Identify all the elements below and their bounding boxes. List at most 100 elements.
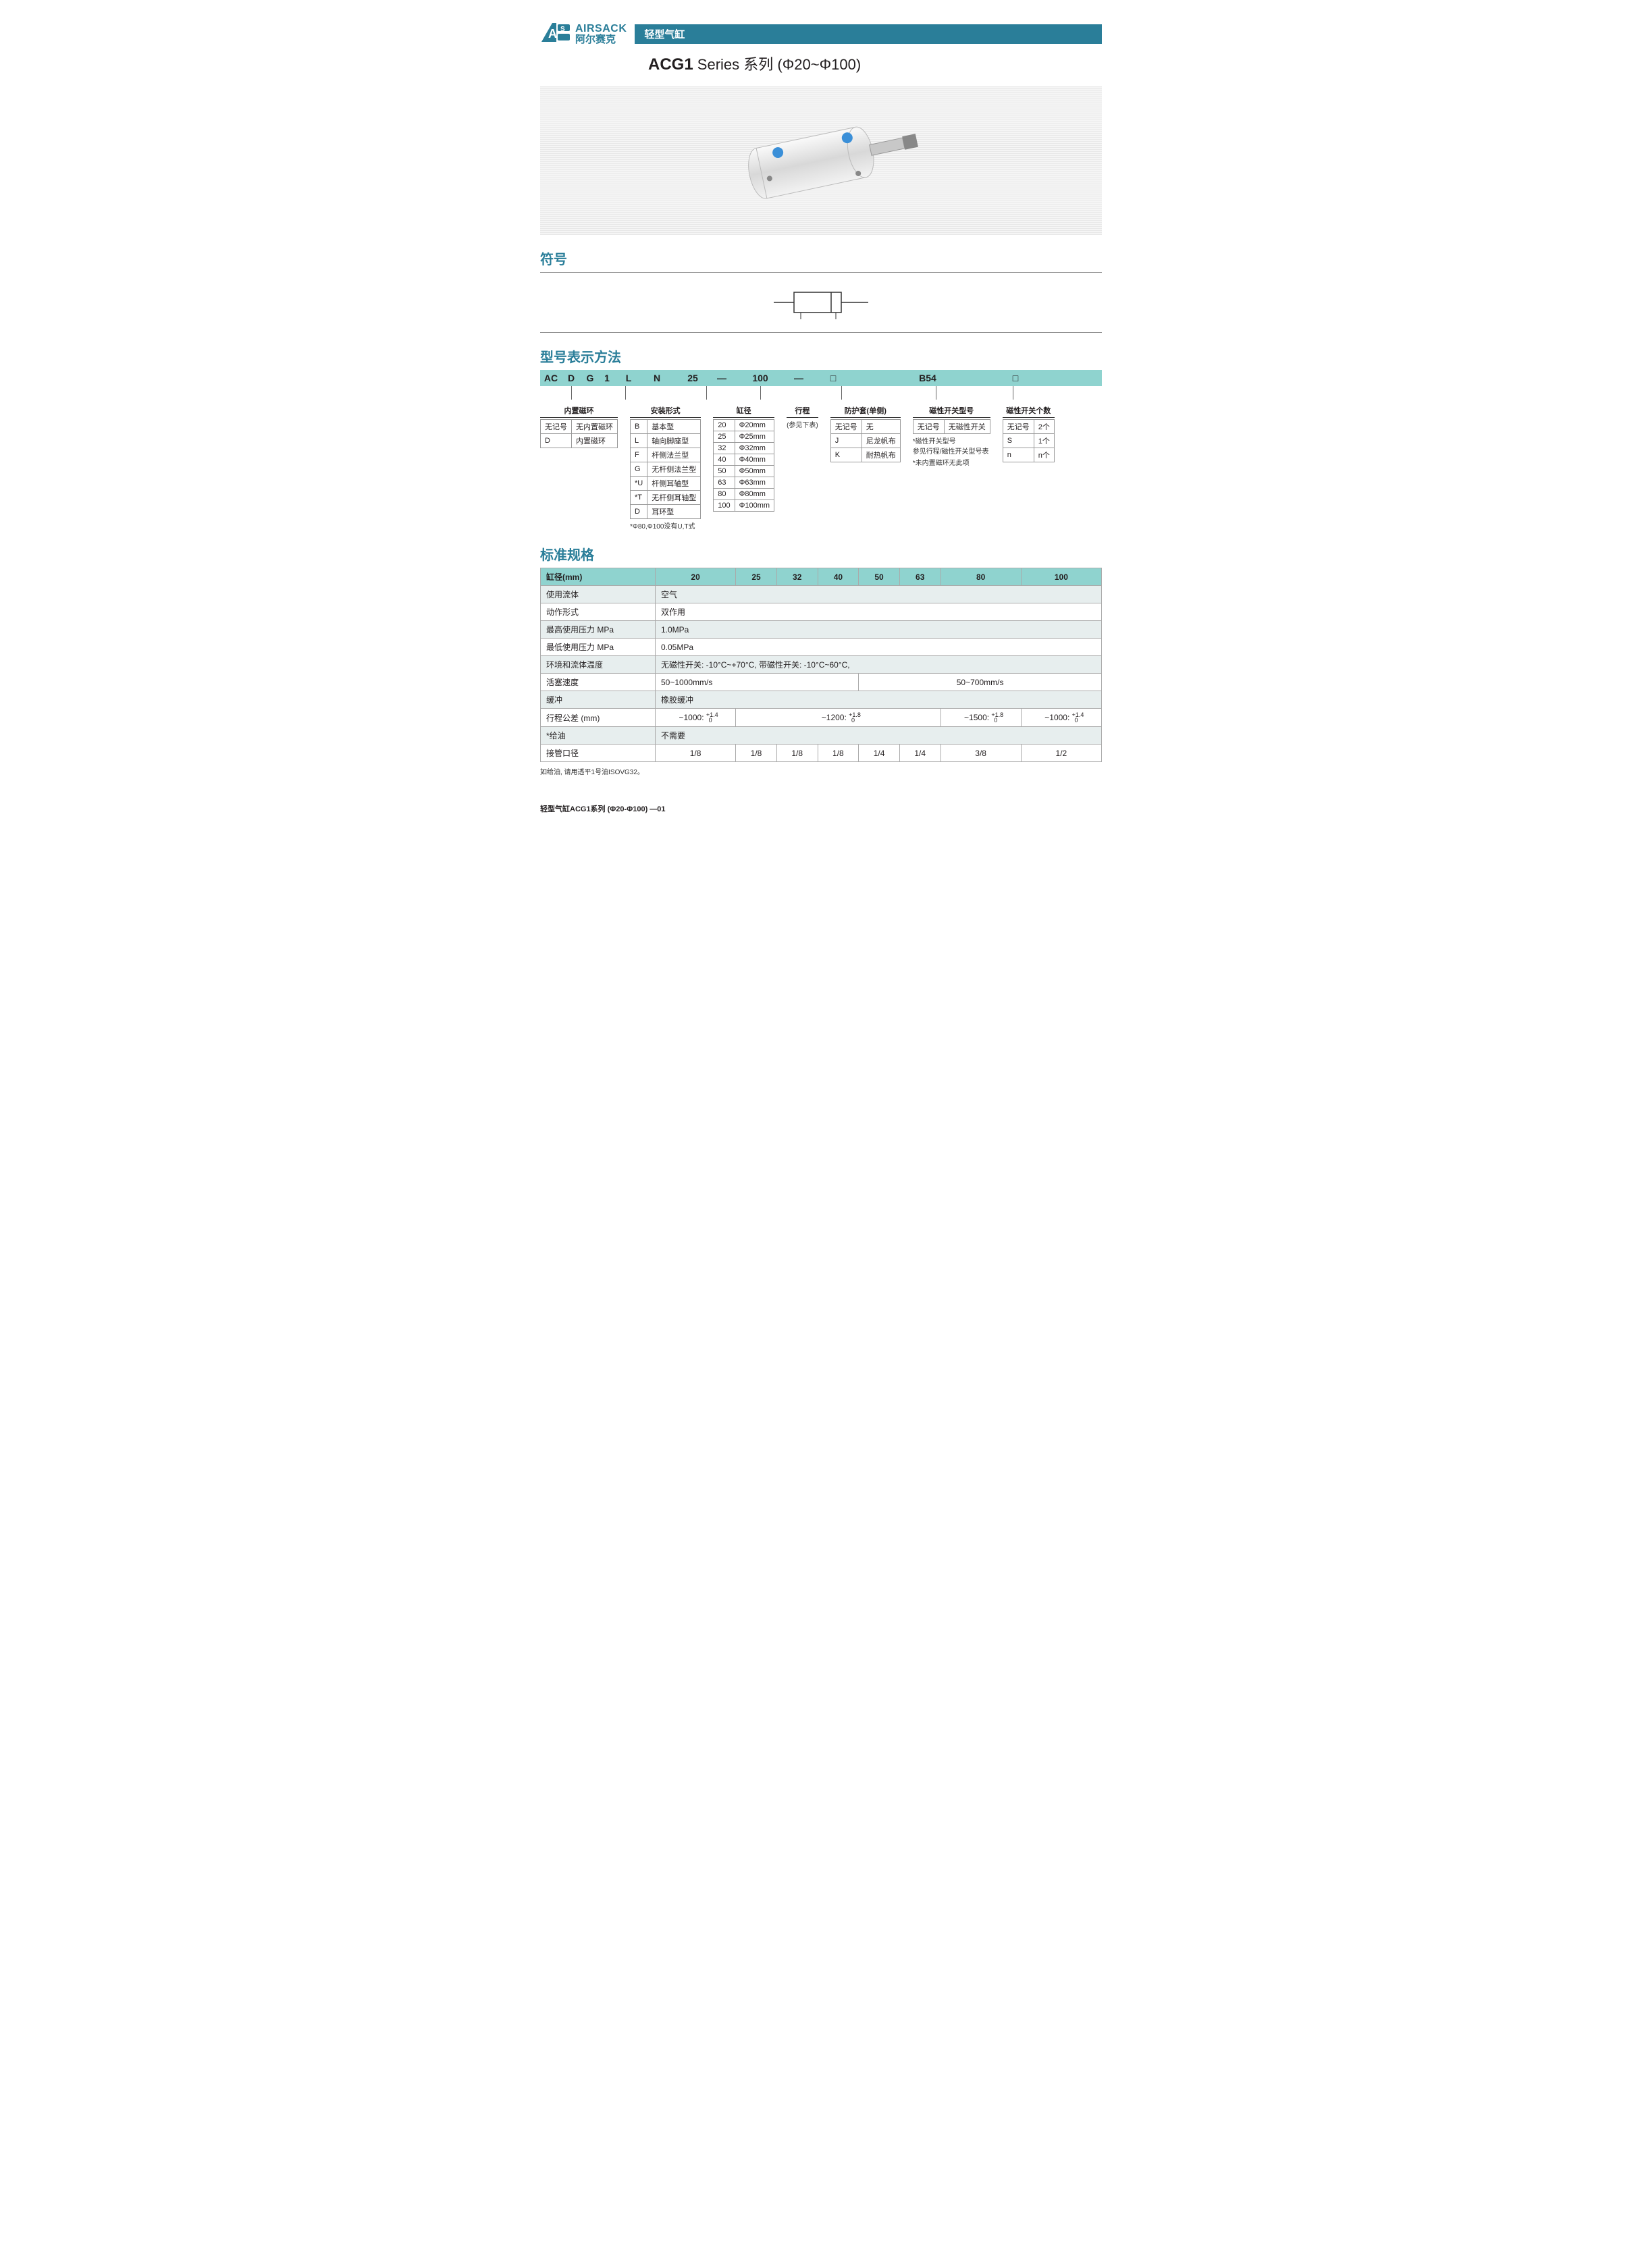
table-cell: Φ100mm xyxy=(735,500,774,512)
spec-cell: 橡胶缓冲 xyxy=(656,691,1102,709)
spec-cell: 1.0MPa xyxy=(656,621,1102,639)
table-cell: Φ20mm xyxy=(735,420,774,431)
opt-magnet: 内置磁环 无记号无内置磁环D内置磁环 xyxy=(540,404,618,448)
section-symbol-title: 符号 xyxy=(540,248,1102,268)
svg-text:A: A xyxy=(548,27,557,40)
spec-cell: ~1200: +1.80 xyxy=(736,709,941,727)
code-seg: N xyxy=(643,373,671,383)
table-cell: *U xyxy=(631,477,647,491)
table-cell: 1个 xyxy=(1034,434,1054,448)
table-header: 25 xyxy=(736,568,777,586)
spec-row-label: 活塞速度 xyxy=(541,674,656,691)
table-cell: K xyxy=(830,448,862,462)
logo-mark-icon: A S xyxy=(540,20,571,47)
table-cell: n个 xyxy=(1034,448,1054,462)
opt-mount: 安装形式 B基本型L轴向脚座型F杆侧法兰型G无杆侧法兰型*U杆侧耳轴型*T无杆侧… xyxy=(630,404,701,531)
table-cell: 基本型 xyxy=(647,420,701,434)
section-model-title: 型号表示方法 xyxy=(540,346,1102,366)
table-cell: 32 xyxy=(714,443,735,454)
table-cell: 2个 xyxy=(1034,420,1054,434)
spec-cell: 无磁性开关: -10°C~+70°C, 带磁性开关: -10°C~60°C, xyxy=(656,656,1102,674)
table-cell: 63 xyxy=(714,477,735,489)
opt-switch-table: 无记号无磁性开关 xyxy=(913,419,990,434)
table-header: 80 xyxy=(941,568,1021,586)
opt-bore: 缸径 20Φ20mm25Φ25mm32Φ32mm40Φ40mm50Φ50mm63… xyxy=(713,404,774,512)
table-cell: 杆侧法兰型 xyxy=(647,448,701,462)
opt-switch-title: 磁性开关型号 xyxy=(913,404,990,418)
spec-row-label: 接管口径 xyxy=(541,745,656,762)
table-header: 40 xyxy=(818,568,859,586)
opt-switchnum-title: 磁性开关个数 xyxy=(1003,404,1055,418)
series-title: ACG1 Series 系列 (Φ20~Φ100) xyxy=(648,53,1102,74)
table-cell: Φ50mm xyxy=(735,466,774,477)
opt-bore-table: 20Φ20mm25Φ25mm32Φ32mm40Φ40mm50Φ50mm63Φ63… xyxy=(713,419,774,512)
opt-mount-title: 安装形式 xyxy=(630,404,701,418)
cylinder-icon xyxy=(699,107,943,215)
divider xyxy=(540,272,1102,273)
table-cell: 杆侧耳轴型 xyxy=(647,477,701,491)
opt-protect-table: 无记号无J尼龙帆布K耐热帆布 xyxy=(830,419,901,462)
code-connector-lines xyxy=(540,386,1102,400)
spec-cell: ~1000: +1.40 xyxy=(1021,709,1101,727)
spec-cell: 50~700mm/s xyxy=(859,674,1102,691)
spec-table: 缸径(mm)20253240506380100使用流体空气动作形式双作用最高使用… xyxy=(540,568,1102,762)
spec-cell: 不需要 xyxy=(656,727,1102,745)
code-dash: — xyxy=(791,373,806,383)
spec-note: 如给油, 请用透平1号油ISOVG32。 xyxy=(540,766,1102,776)
product-image-area xyxy=(540,86,1102,235)
code-seg: 1 xyxy=(600,373,614,383)
series-rest: Series 系列 (Φ20~Φ100) xyxy=(693,56,861,73)
divider xyxy=(540,332,1102,333)
code-seg: □ xyxy=(806,373,860,383)
title-bar: 轻型气缸 xyxy=(635,24,1102,44)
code-seg: D xyxy=(562,373,581,383)
table-cell: 耐热帆布 xyxy=(862,448,900,462)
table-cell: B xyxy=(631,420,647,434)
code-seg: B54 xyxy=(860,373,995,383)
opt-stroke-title: 行程 xyxy=(787,404,818,418)
table-cell: S xyxy=(1003,434,1034,448)
table-cell: 无磁性开关 xyxy=(944,420,990,434)
opt-switchnum-table: 无记号2个S1个nn个 xyxy=(1003,419,1055,462)
table-cell: 无记号 xyxy=(830,420,862,434)
opt-mount-table: B基本型L轴向脚座型F杆侧法兰型G无杆侧法兰型*U杆侧耳轴型*T无杆侧耳轴型D耳… xyxy=(630,419,701,519)
spec-cell: 双作用 xyxy=(656,603,1102,621)
table-cell: 80 xyxy=(714,489,735,500)
table-cell: 40 xyxy=(714,454,735,466)
spec-row-label: *给油 xyxy=(541,727,656,745)
header: A S AIRSACK 阿尔赛克 轻型气缸 xyxy=(540,20,1102,47)
spec-cell: 1/4 xyxy=(899,745,941,762)
table-cell: Φ25mm xyxy=(735,431,774,443)
code-seg: □ xyxy=(995,373,1036,383)
table-cell: 无内置磁环 xyxy=(572,420,618,434)
opt-magnet-title: 内置磁环 xyxy=(540,404,618,418)
table-cell: *T xyxy=(631,491,647,505)
opt-switchnum: 磁性开关个数 无记号2个S1个nn个 xyxy=(1003,404,1055,462)
spec-cell: ~1500: +1.80 xyxy=(941,709,1021,727)
table-cell: Φ32mm xyxy=(735,443,774,454)
brand-cn: 阿尔赛克 xyxy=(575,34,627,45)
spec-cell: 0.05MPa xyxy=(656,639,1102,656)
table-cell: 50 xyxy=(714,466,735,477)
spec-cell: 1/8 xyxy=(656,745,736,762)
spec-cell: 1/2 xyxy=(1021,745,1101,762)
table-header: 50 xyxy=(859,568,900,586)
table-cell: D xyxy=(631,505,647,519)
table-cell: 无杆侧耳轴型 xyxy=(647,491,701,505)
table-cell: 无记号 xyxy=(1003,420,1034,434)
table-cell: Φ63mm xyxy=(735,477,774,489)
code-seg: L xyxy=(614,373,643,383)
spec-row-label: 使用流体 xyxy=(541,586,656,603)
table-cell: n xyxy=(1003,448,1034,462)
spec-row-label: 行程公差 (mm) xyxy=(541,709,656,727)
table-cell: Φ40mm xyxy=(735,454,774,466)
code-seg: 100 xyxy=(729,373,791,383)
model-code-bar: ACDG1LN25—100—□B54□ xyxy=(540,370,1102,386)
spec-cell: ~1000: +1.40 xyxy=(656,709,736,727)
page-footer: 轻型气缸ACG1系列 (Φ20-Φ100) —01 xyxy=(540,803,1102,814)
table-cell: 25 xyxy=(714,431,735,443)
spec-row-label: 动作形式 xyxy=(541,603,656,621)
table-cell: 100 xyxy=(714,500,735,512)
spec-row-label: 缓冲 xyxy=(541,691,656,709)
spec-cell: 1/4 xyxy=(859,745,900,762)
